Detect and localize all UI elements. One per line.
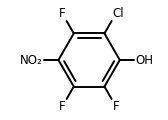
Text: F: F — [113, 100, 119, 113]
Text: OH: OH — [135, 54, 153, 66]
Text: Cl: Cl — [113, 7, 124, 20]
Text: NO₂: NO₂ — [20, 54, 43, 66]
Text: F: F — [59, 7, 66, 20]
Text: F: F — [59, 100, 66, 113]
